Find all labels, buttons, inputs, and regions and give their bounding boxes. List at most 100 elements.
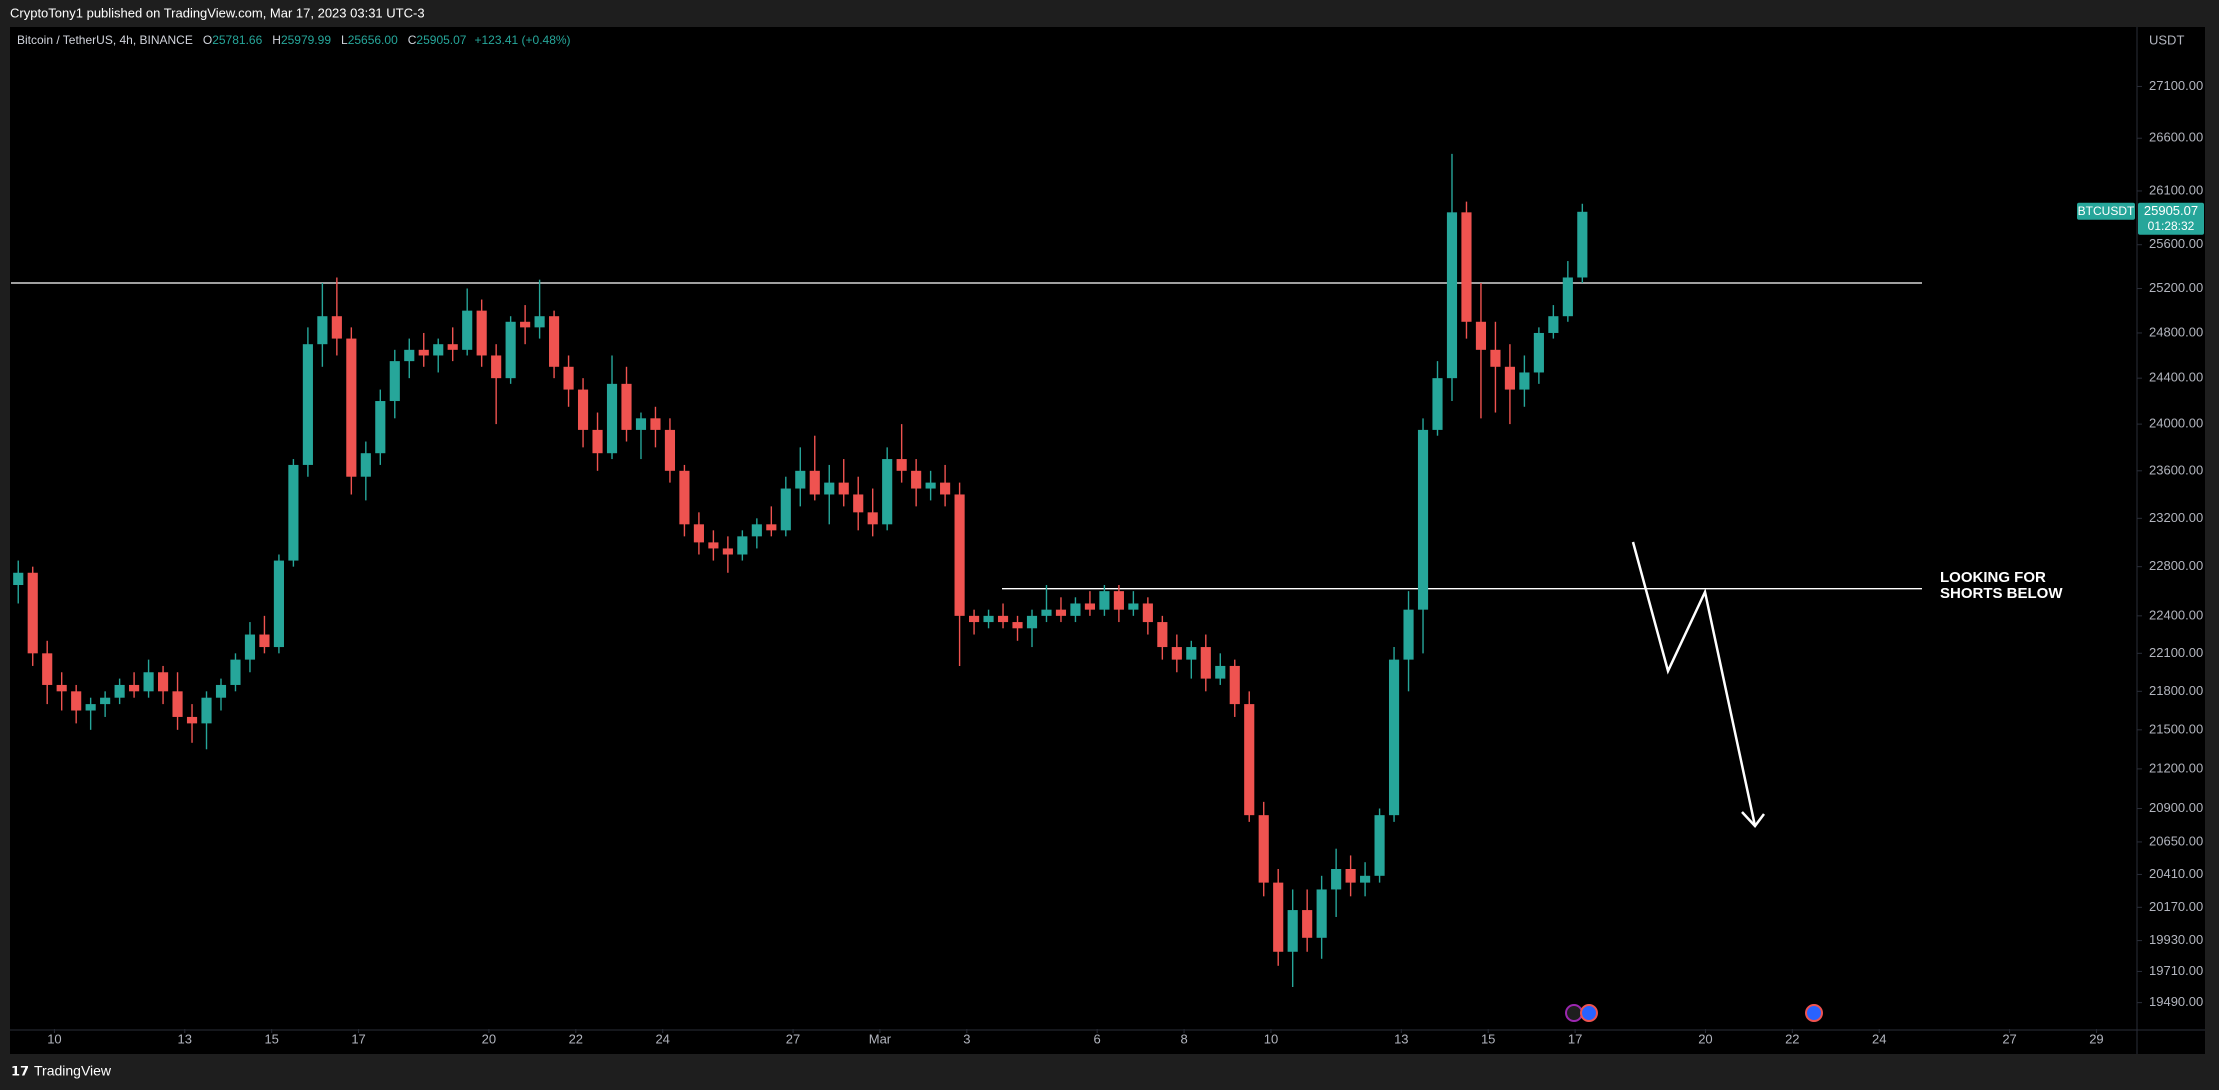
candle-body <box>954 494 965 616</box>
x-tick-label: 15 <box>264 1031 278 1046</box>
brand: TradingView <box>34 1063 112 1079</box>
y-tick-label: 21800.00 <box>2149 683 2203 698</box>
event-icon[interactable] <box>1565 1004 1583 1022</box>
candle-body <box>27 572 38 654</box>
x-tick-label: 8 <box>1180 1031 1187 1046</box>
candle-body <box>693 524 704 543</box>
candle-body <box>1461 212 1472 322</box>
candle-body <box>186 716 198 724</box>
candle-body <box>911 470 922 489</box>
candle-body <box>520 321 531 328</box>
x-tick-label: 13 <box>1394 1031 1408 1046</box>
candle-body <box>1417 429 1429 610</box>
legend-value: 25656.00 <box>348 33 398 47</box>
candle-body <box>606 383 618 454</box>
candle-body <box>1171 647 1182 660</box>
candle-body <box>1562 277 1573 317</box>
candle-body <box>1287 910 1298 952</box>
candle-body <box>215 684 227 698</box>
candle-body <box>867 512 878 525</box>
candle-body <box>577 389 589 430</box>
candle-body <box>780 488 791 531</box>
candle-body <box>129 684 140 692</box>
candle-body <box>462 310 473 350</box>
candle-body <box>157 672 169 692</box>
drawing-arrow <box>1631 541 1757 827</box>
candle-body <box>447 344 458 350</box>
x-tick-label: 22 <box>1785 1031 1799 1046</box>
legend-key: C <box>408 33 417 47</box>
candle-body <box>288 464 299 561</box>
candle-body <box>563 366 574 390</box>
countdown: 01:28:32 <box>2148 219 2195 233</box>
x-tick-label: 17 <box>351 1031 365 1046</box>
candle-body <box>737 536 748 555</box>
legend-key: H <box>272 33 281 47</box>
y-tick-label: 23200.00 <box>2149 510 2203 525</box>
candle-body <box>1446 212 1458 379</box>
candle-body <box>1099 591 1110 610</box>
candle-body <box>331 316 342 339</box>
price-badge-bg <box>2138 202 2204 235</box>
y-tick-label: 20900.00 <box>2149 800 2203 815</box>
candle-body <box>1475 321 1487 350</box>
event-icon[interactable] <box>1580 1004 1598 1022</box>
candle-body <box>172 691 183 717</box>
legend-value: 25905.07 <box>416 33 466 47</box>
annotation: SHORTS BELOW <box>1940 585 2063 602</box>
candle-body <box>360 453 371 477</box>
candle-body <box>1084 603 1095 610</box>
candle-body <box>433 344 444 356</box>
candle-body <box>1070 603 1081 616</box>
candle-body <box>201 697 212 724</box>
candle-body <box>389 361 400 402</box>
candle-body <box>1504 366 1515 390</box>
candle-body <box>1490 349 1501 367</box>
candle-body <box>621 383 632 430</box>
legend-change: +123.41 (+0.48%) <box>474 33 570 47</box>
y-tick-label: 27100.00 <box>2149 78 2203 93</box>
candle-body <box>751 524 762 537</box>
x-tick-label: 24 <box>655 1031 669 1046</box>
y-tick-label: 26600.00 <box>2149 130 2203 145</box>
candle-body <box>42 653 53 685</box>
candle-body <box>302 344 313 465</box>
y-tick-label: 26100.00 <box>2149 182 2203 197</box>
candle-body <box>882 459 893 525</box>
candle-body <box>722 548 733 555</box>
y-tick-label: 21200.00 <box>2149 760 2203 775</box>
candle-body <box>1244 704 1255 816</box>
candle-body <box>1533 332 1544 373</box>
candle-body <box>1403 609 1414 660</box>
candle-body <box>1273 882 1284 952</box>
y-tick-label: 22400.00 <box>2149 607 2203 622</box>
candle-body <box>476 310 487 356</box>
ticker-badge-bg <box>2077 202 2135 220</box>
candle-body <box>418 349 429 356</box>
y-tick-label: 24400.00 <box>2149 370 2203 385</box>
symbol-name: Bitcoin / TetherUS, 4h, BINANCE <box>17 33 193 47</box>
y-tick-label: 19930.00 <box>2149 932 2203 947</box>
candle-body <box>1041 609 1052 616</box>
price-badge: 25905.07 <box>2144 203 2198 218</box>
y-tick-label: 19490.00 <box>2149 994 2203 1009</box>
candle-body <box>824 482 835 495</box>
y-tick-label: 23600.00 <box>2149 462 2203 477</box>
y-tick-label: 22100.00 <box>2149 645 2203 660</box>
candle-body <box>853 494 864 513</box>
candle-body <box>1345 868 1356 883</box>
candle-body <box>100 697 111 705</box>
candle-body <box>708 542 719 549</box>
candle-body <box>1128 603 1139 610</box>
candle-body <box>1142 603 1153 623</box>
x-tick-label: 27 <box>2002 1031 2016 1046</box>
candle-body <box>1258 815 1269 883</box>
candle-body <box>650 418 661 430</box>
candle-body <box>244 634 256 660</box>
x-tick-label: 13 <box>178 1031 192 1046</box>
event-icon[interactable] <box>1805 1004 1823 1022</box>
x-tick-label: 17 <box>1568 1031 1582 1046</box>
candle-body <box>1548 316 1559 333</box>
candle-body <box>592 429 603 454</box>
candle-body <box>997 615 1009 623</box>
